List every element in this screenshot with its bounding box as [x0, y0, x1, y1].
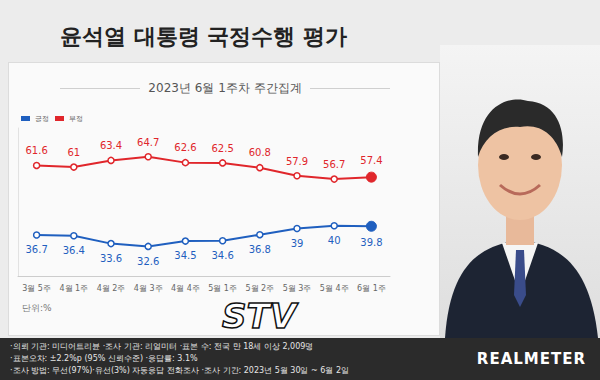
svg-text:33.6: 33.6 — [100, 253, 122, 264]
svg-text:61: 61 — [67, 147, 80, 158]
svg-text:4월 3주: 4월 3주 — [134, 284, 163, 293]
svg-text:60.8: 60.8 — [249, 147, 271, 158]
html-text:·조사 방법: 무선(97%)·유선(3%) 자동응답 전화: ·조사 방법: 무선(97%)·유선(3%) 자동응답 전화조사 ·조사 기간:… — [10, 366, 349, 375]
svg-text:61.6: 61.6 — [25, 145, 47, 156]
svg-text:4월 2주: 4월 2주 — [97, 284, 126, 293]
svg-text:5월 4주: 5월 4주 — [320, 284, 349, 293]
svg-text:긍정: 긍정 — [35, 115, 49, 123]
svg-text:40: 40 — [328, 235, 341, 246]
svg-text:64.7: 64.7 — [137, 137, 159, 148]
svg-text:36.7: 36.7 — [25, 244, 47, 255]
html-text:2023년 6월 1주차 주간집계: 2023년 6월 1주차 주간집계 — [148, 81, 302, 95]
svg-text:36.4: 36.4 — [63, 245, 85, 256]
svg-text:62.6: 62.6 — [174, 142, 196, 153]
svg-text:6월 1주: 6월 1주 — [357, 284, 386, 293]
svg-text:3월 5주: 3월 5주 — [22, 284, 51, 293]
html-text:STV: STV — [222, 296, 296, 336]
svg-text:부정: 부정 — [69, 115, 83, 123]
svg-text:39.8: 39.8 — [360, 237, 382, 248]
svg-text:4월 1주: 4월 1주 — [59, 284, 88, 293]
svg-text:57.9: 57.9 — [286, 156, 308, 167]
svg-text:5월 1주: 5월 1주 — [208, 284, 237, 293]
html-text:단위:%: 단위:% — [22, 303, 52, 313]
svg-text:4월 4주: 4월 4주 — [171, 284, 200, 293]
svg-text:62.5: 62.5 — [211, 143, 233, 154]
svg-text:63.4: 63.4 — [100, 140, 122, 151]
svg-text:5월 3주: 5월 3주 — [283, 284, 312, 293]
html-text:REALMETER: REALMETER — [476, 350, 586, 368]
html-text:·표본오차: ±2.2%p (95% 신뢰수준) ·응답률:: ·표본오차: ±2.2%p (95% 신뢰수준) ·응답률: 3.1% — [10, 354, 198, 363]
svg-text:36.8: 36.8 — [249, 244, 271, 255]
svg-text:32.6: 32.6 — [137, 256, 159, 267]
html-text:·의뢰 기관: 미디어트리뷴 ·조사 기관: 리얼미터 ·표: ·의뢰 기관: 미디어트리뷴 ·조사 기관: 리얼미터 ·표본 수: 전국 만 … — [10, 342, 314, 351]
svg-text:34.5: 34.5 — [174, 250, 196, 261]
svg-text:5월 2주: 5월 2주 — [245, 284, 274, 293]
svg-text:34.6: 34.6 — [211, 250, 233, 261]
svg-text:39: 39 — [291, 238, 304, 249]
html-text:윤석열 대통령 국정수행 평가: 윤석열 대통령 국정수행 평가 — [60, 24, 347, 49]
svg-text:57.4: 57.4 — [360, 155, 382, 166]
svg-text:56.7: 56.7 — [323, 159, 345, 170]
